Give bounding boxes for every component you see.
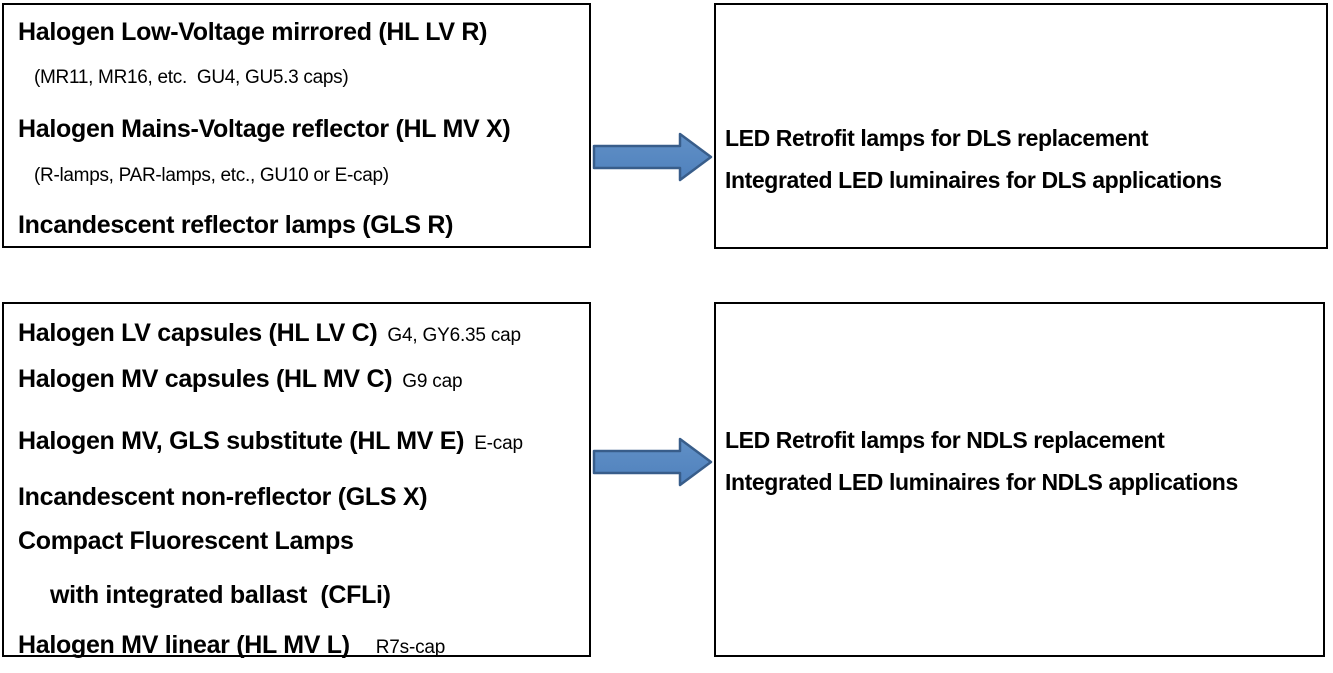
right-arrow-icon: [592, 437, 713, 487]
replacement-label: LED Retrofit lamps for DLS replacement: [725, 125, 1149, 151]
lamp-cap-note: R7s-cap: [375, 636, 446, 658]
replacement-label: Integrated LED luminaires for NDLS appli…: [725, 469, 1238, 496]
replacement-label: LED Retrofit lamps for NDLS replacement: [725, 427, 1165, 453]
right-arrow-icon: [592, 132, 713, 182]
lamp-category-label: Halogen LV capsules (HL LV C) G4, GY6.35 …: [18, 319, 521, 347]
lamp-category-label: Halogen Mains-Voltage reflector (HL MV X…: [18, 115, 511, 144]
target-box-dls: LED Retrofit lamps for DLS replacement I…: [714, 3, 1328, 249]
lamp-category-label: Incandescent non-reflector (GLS X): [18, 482, 428, 511]
lamp-cap-note: G9 cap: [402, 371, 463, 393]
target-box-ndls: LED Retrofit lamps for NDLS replacement …: [714, 302, 1325, 657]
lamp-cap-detail: (R-lamps, PAR-lamps, etc., GU10 or E-cap…: [34, 165, 389, 187]
lamp-category-label: with integrated ballast (CFLi): [50, 581, 391, 610]
lamp-cap-note: G4, GY6.35 cap: [387, 325, 521, 346]
lamp-category-label: Halogen MV linear (HL MV L) R7s-cap: [18, 630, 446, 659]
source-box-dls: Halogen Low-Voltage mirrored (HL LV R) (…: [2, 3, 591, 248]
lamp-cap-note: E-cap: [474, 432, 523, 454]
lamp-category-label: Halogen MV, GLS substitute (HL MV E) E-ca…: [18, 426, 523, 455]
source-box-ndls: Halogen LV capsules (HL LV C) G4, GY6.35 …: [2, 302, 591, 659]
lamp-category-label: Incandescent reflector lamps (GLS R): [18, 211, 454, 240]
lamp-category-label: Compact Fluorescent Lamps: [18, 527, 354, 555]
lamp-category-label: Halogen MV capsules (HL MV C) G9 cap: [18, 365, 463, 394]
lamp-cap-detail: (MR11, MR16, etc. GU4, GU5.3 caps): [34, 67, 349, 89]
lamp-category-label: Halogen Low-Voltage mirrored (HL LV R): [18, 18, 488, 46]
replacement-label: Integrated LED luminaires for DLS applic…: [725, 167, 1222, 194]
